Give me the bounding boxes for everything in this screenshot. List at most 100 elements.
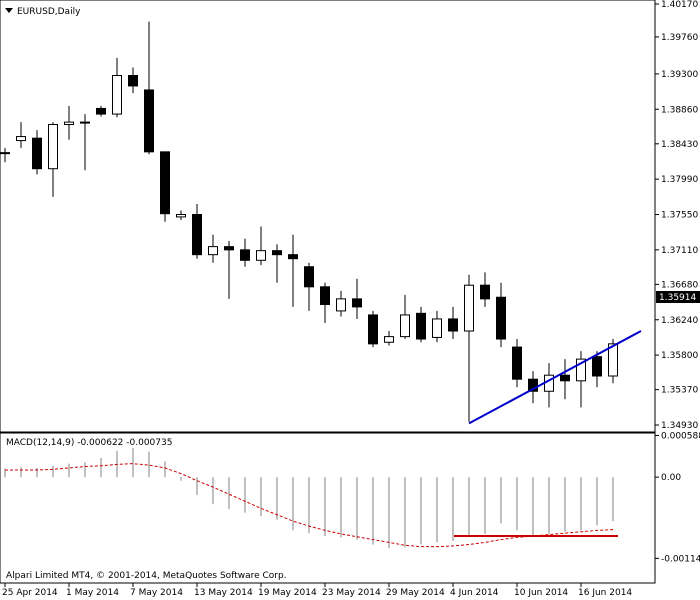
- time-tick-label: 1 May 2014: [66, 588, 119, 598]
- macd-tick-label: -0.001145: [661, 554, 700, 564]
- price-panel: [0, 0, 656, 433]
- price-tick-label: 1.36240: [661, 316, 698, 326]
- candle: [432, 310, 442, 343]
- macd-panel: [0, 432, 656, 584]
- candle-body-down: [160, 151, 170, 215]
- time-tick-label: 29 May 2014: [386, 588, 445, 598]
- candle: [464, 274, 474, 422]
- candle-body-up: [0, 152, 10, 155]
- time-tick-label: 4 Jun 2014: [450, 588, 499, 598]
- time-tick-label: 10 Jun 2014: [514, 588, 568, 598]
- time-tick-label: 25 Apr 2014: [2, 588, 58, 598]
- candle: [224, 241, 234, 299]
- price-tick-label: 1.38430: [661, 140, 698, 150]
- candle-body-up: [16, 136, 26, 142]
- signal-line: [5, 463, 614, 548]
- trendline[interactable]: [468, 330, 642, 425]
- candle: [304, 262, 314, 311]
- candle-body-down: [320, 286, 330, 305]
- candle: [384, 330, 394, 346]
- macd-tick-label: 0.00: [661, 473, 681, 483]
- candle: [336, 290, 346, 317]
- price-axis: 1.40170 1.39760 1.39300 1.38860 1.38430 1.379…: [655, 0, 698, 431]
- price-tick-label: 1.40170: [661, 0, 698, 10]
- macd-axis: 0.000588 0.00 -0.001145: [655, 431, 700, 564]
- price-tick-label: 1.39760: [661, 33, 698, 43]
- current-price-badge: [656, 291, 700, 303]
- candle-body-down: [288, 254, 298, 260]
- candle: [128, 67, 138, 94]
- candle-body-down: [240, 249, 250, 261]
- dropdown-triangle-icon[interactable]: [5, 8, 13, 13]
- candle: [208, 234, 218, 263]
- candle: [368, 310, 378, 348]
- candle: [288, 234, 298, 307]
- candle-body-down: [304, 266, 314, 288]
- candle-body-up: [432, 318, 442, 338]
- candle-body-down: [448, 318, 458, 332]
- price-tick-label: 1.35370: [661, 386, 698, 396]
- time-tick-label: 13 May 2014: [194, 588, 253, 598]
- candle: [272, 244, 282, 283]
- candle: [560, 359, 570, 400]
- candle-body-down: [496, 296, 506, 340]
- candle: [256, 226, 266, 266]
- candle-body-down: [224, 246, 234, 251]
- candle-body-up: [384, 336, 394, 343]
- candle-body-up: [208, 246, 218, 256]
- candle-body-down: [272, 250, 282, 256]
- candle: [240, 238, 250, 267]
- candle: [448, 306, 458, 340]
- candle: [80, 114, 90, 171]
- price-tick-label: 1.37110: [661, 246, 698, 256]
- candle: [112, 57, 122, 118]
- candle-body-up: [336, 298, 346, 312]
- candle-body-down: [416, 312, 426, 340]
- price-tick-label: 1.38860: [661, 105, 698, 115]
- candle: [48, 122, 58, 197]
- candle: [576, 351, 586, 408]
- time-tick-label: 23 May 2014: [322, 588, 381, 598]
- candle: [352, 278, 362, 319]
- price-tick-label: 1.39300: [661, 70, 698, 80]
- candle-body-up: [256, 250, 266, 261]
- candle: [96, 106, 106, 117]
- price-tick-label: 1.37550: [661, 211, 698, 221]
- candle-body-up: [464, 284, 474, 332]
- footer-copyright: Alpari Limited MT4, © 2001-2014, MetaQuo…: [6, 571, 287, 581]
- candle: [496, 282, 506, 348]
- candle: [64, 106, 74, 140]
- candle: [16, 122, 26, 148]
- candle: [400, 294, 410, 340]
- candle-body-down: [192, 214, 202, 256]
- candle: [160, 151, 170, 222]
- candle-body-up: [400, 314, 410, 338]
- candle-body-down: [560, 374, 570, 382]
- candle: [592, 351, 602, 388]
- price-tick-label: 1.34930: [661, 421, 698, 431]
- price-tick-label: 1.35800: [661, 351, 698, 361]
- candle-body-down: [512, 346, 522, 380]
- indicator-label: MACD(12,14,9) -0.000622 -0.000735: [6, 438, 172, 448]
- candle-body-up: [80, 121, 90, 124]
- candle: [416, 306, 426, 343]
- candle-body-up: [112, 75, 122, 115]
- candle-body-down: [592, 356, 602, 377]
- candle: [480, 272, 490, 307]
- price-tick-label: 1.36680: [661, 280, 698, 290]
- time-axis: 25 Apr 2014 1 May 2014 7 May 2014 13 May 20…: [2, 583, 632, 598]
- current-price-label: 1.35914: [659, 293, 696, 303]
- chart-title: EURUSD,Daily: [17, 7, 81, 17]
- time-tick-label: 19 May 2014: [258, 588, 317, 598]
- candle-body-up: [64, 121, 74, 126]
- candle: [192, 204, 202, 259]
- macd-tick-label: 0.000588: [661, 431, 700, 441]
- candle: [176, 210, 186, 221]
- candle: [0, 147, 10, 163]
- candlestick-series: [0, 21, 618, 422]
- candle-body-down: [128, 75, 138, 87]
- candle: [528, 371, 538, 404]
- candle-body-up: [608, 343, 618, 377]
- time-tick-label: 7 May 2014: [130, 588, 183, 598]
